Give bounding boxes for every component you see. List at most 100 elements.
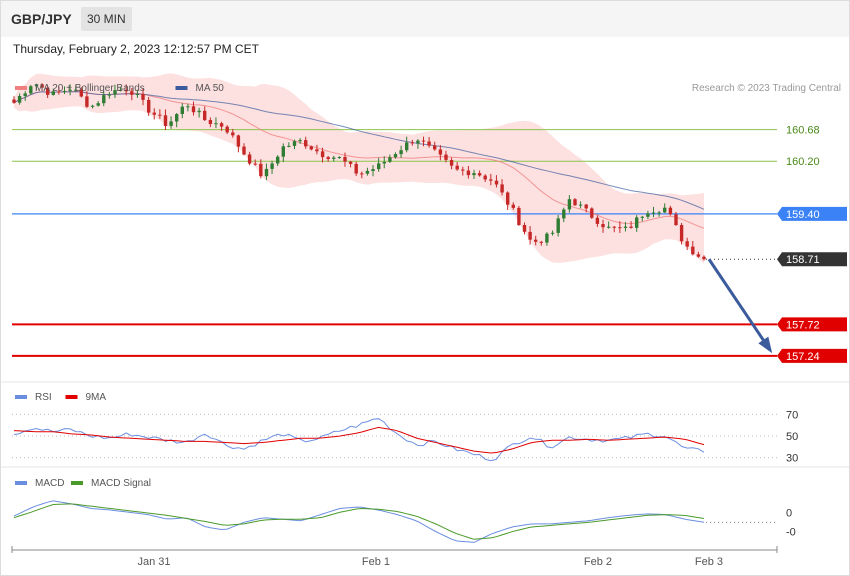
candle-body (562, 209, 566, 219)
candle-body (270, 163, 274, 169)
candle-body (130, 91, 134, 95)
candlesticks-layer (12, 83, 706, 261)
rsi-legend-label: 9MA (86, 392, 107, 403)
candle-body (399, 150, 403, 155)
candle-body (124, 89, 128, 92)
candle-body (421, 140, 426, 142)
candle-body (96, 103, 100, 106)
candle-body (567, 199, 572, 210)
candle-body (315, 149, 319, 152)
candle-body (651, 212, 656, 214)
candle-body (292, 141, 297, 146)
candle-body (40, 84, 44, 88)
rsi-legend-swatch (65, 395, 78, 399)
candle-body (79, 89, 83, 97)
candle-body (433, 145, 437, 150)
macd-axis-label: -0 (786, 527, 796, 539)
ma20-line (13, 91, 705, 229)
candle-body (102, 95, 106, 104)
candle-body (534, 239, 538, 242)
candle-body (539, 241, 543, 243)
candle-body (34, 84, 39, 87)
candle-body (304, 140, 308, 147)
candle-body (640, 216, 644, 218)
candle-body (29, 86, 33, 94)
copyright-text: Research © 2023 Trading Central (692, 83, 841, 94)
forecast-arrow-head (758, 336, 773, 354)
candle-body (506, 192, 510, 205)
candle-body (629, 226, 633, 228)
timeframe-badge[interactable]: 30 MIN (81, 7, 132, 31)
candle-body (416, 140, 420, 144)
candle-body (668, 207, 673, 215)
candle-body (635, 217, 639, 228)
candle-body (287, 145, 291, 147)
rsi-legend-label: RSI (35, 392, 52, 403)
candle-body (158, 114, 162, 116)
candle-body (612, 226, 616, 228)
candle-body (477, 173, 482, 176)
candle-body (511, 204, 515, 208)
candle-body (646, 213, 650, 217)
macd-legend-swatch (71, 481, 83, 485)
support-label: 157.24 (786, 351, 820, 363)
price-levels-layer: 160.68 160.20 159.40 158.71 157.72 157.24 (12, 125, 847, 363)
macd-legend-swatch (15, 481, 27, 485)
rsi-level-label: 50 (786, 431, 798, 443)
candle-body (663, 207, 667, 213)
candle-body (208, 120, 213, 124)
rsi-level-label: 70 (786, 409, 798, 421)
macd-axis-label: 0 (786, 507, 792, 519)
bollinger-band-area (14, 73, 704, 264)
candle-body (147, 99, 151, 113)
candle-body (186, 106, 190, 108)
x-tick-label: Feb 2 (584, 556, 612, 568)
rsi-line (13, 418, 705, 462)
candle-body (51, 91, 55, 95)
support-label: 157.72 (786, 319, 820, 331)
candle-body (702, 256, 706, 260)
candle-body (444, 154, 448, 160)
candle-body (259, 163, 263, 177)
candle-body (438, 149, 443, 155)
support-tag (777, 348, 847, 363)
support-tag (777, 317, 847, 332)
candle-body (242, 146, 246, 155)
candle-body (141, 94, 145, 100)
candle-body (590, 208, 594, 218)
candle-body (276, 156, 280, 164)
moving-averages-layer (13, 91, 705, 229)
candle-body (455, 165, 459, 170)
last-price-label: 158.71 (786, 254, 820, 266)
candle-body (23, 93, 27, 96)
candle-body (410, 142, 414, 144)
candle-body (62, 90, 67, 92)
candle-body (393, 154, 398, 158)
candle-body (528, 231, 532, 240)
price-legend-label: MA 50 (196, 83, 225, 94)
macd-legend-label: MACD Signal (91, 478, 151, 489)
macd-signal-line (13, 503, 705, 540)
candle-body (253, 163, 257, 165)
candle-body (601, 224, 605, 228)
candle-body (348, 161, 353, 164)
rsi-level-label: 30 (786, 453, 798, 465)
candle-body (180, 106, 184, 114)
candle-body (573, 199, 577, 206)
candle-body (578, 204, 583, 206)
candle-body (483, 175, 487, 180)
candle-body (461, 169, 465, 171)
candle-body (90, 105, 95, 107)
candle-body (679, 225, 684, 242)
candle-body (320, 151, 325, 158)
macd-legend-label: MACD (35, 478, 64, 489)
candle-body (169, 121, 173, 126)
candle-body (191, 106, 196, 113)
candle-body (595, 217, 600, 224)
pivot-label: 159.40 (786, 209, 820, 221)
last-price-tag (777, 252, 847, 267)
price-legend-swatch (175, 86, 188, 90)
candle-body (556, 218, 560, 233)
